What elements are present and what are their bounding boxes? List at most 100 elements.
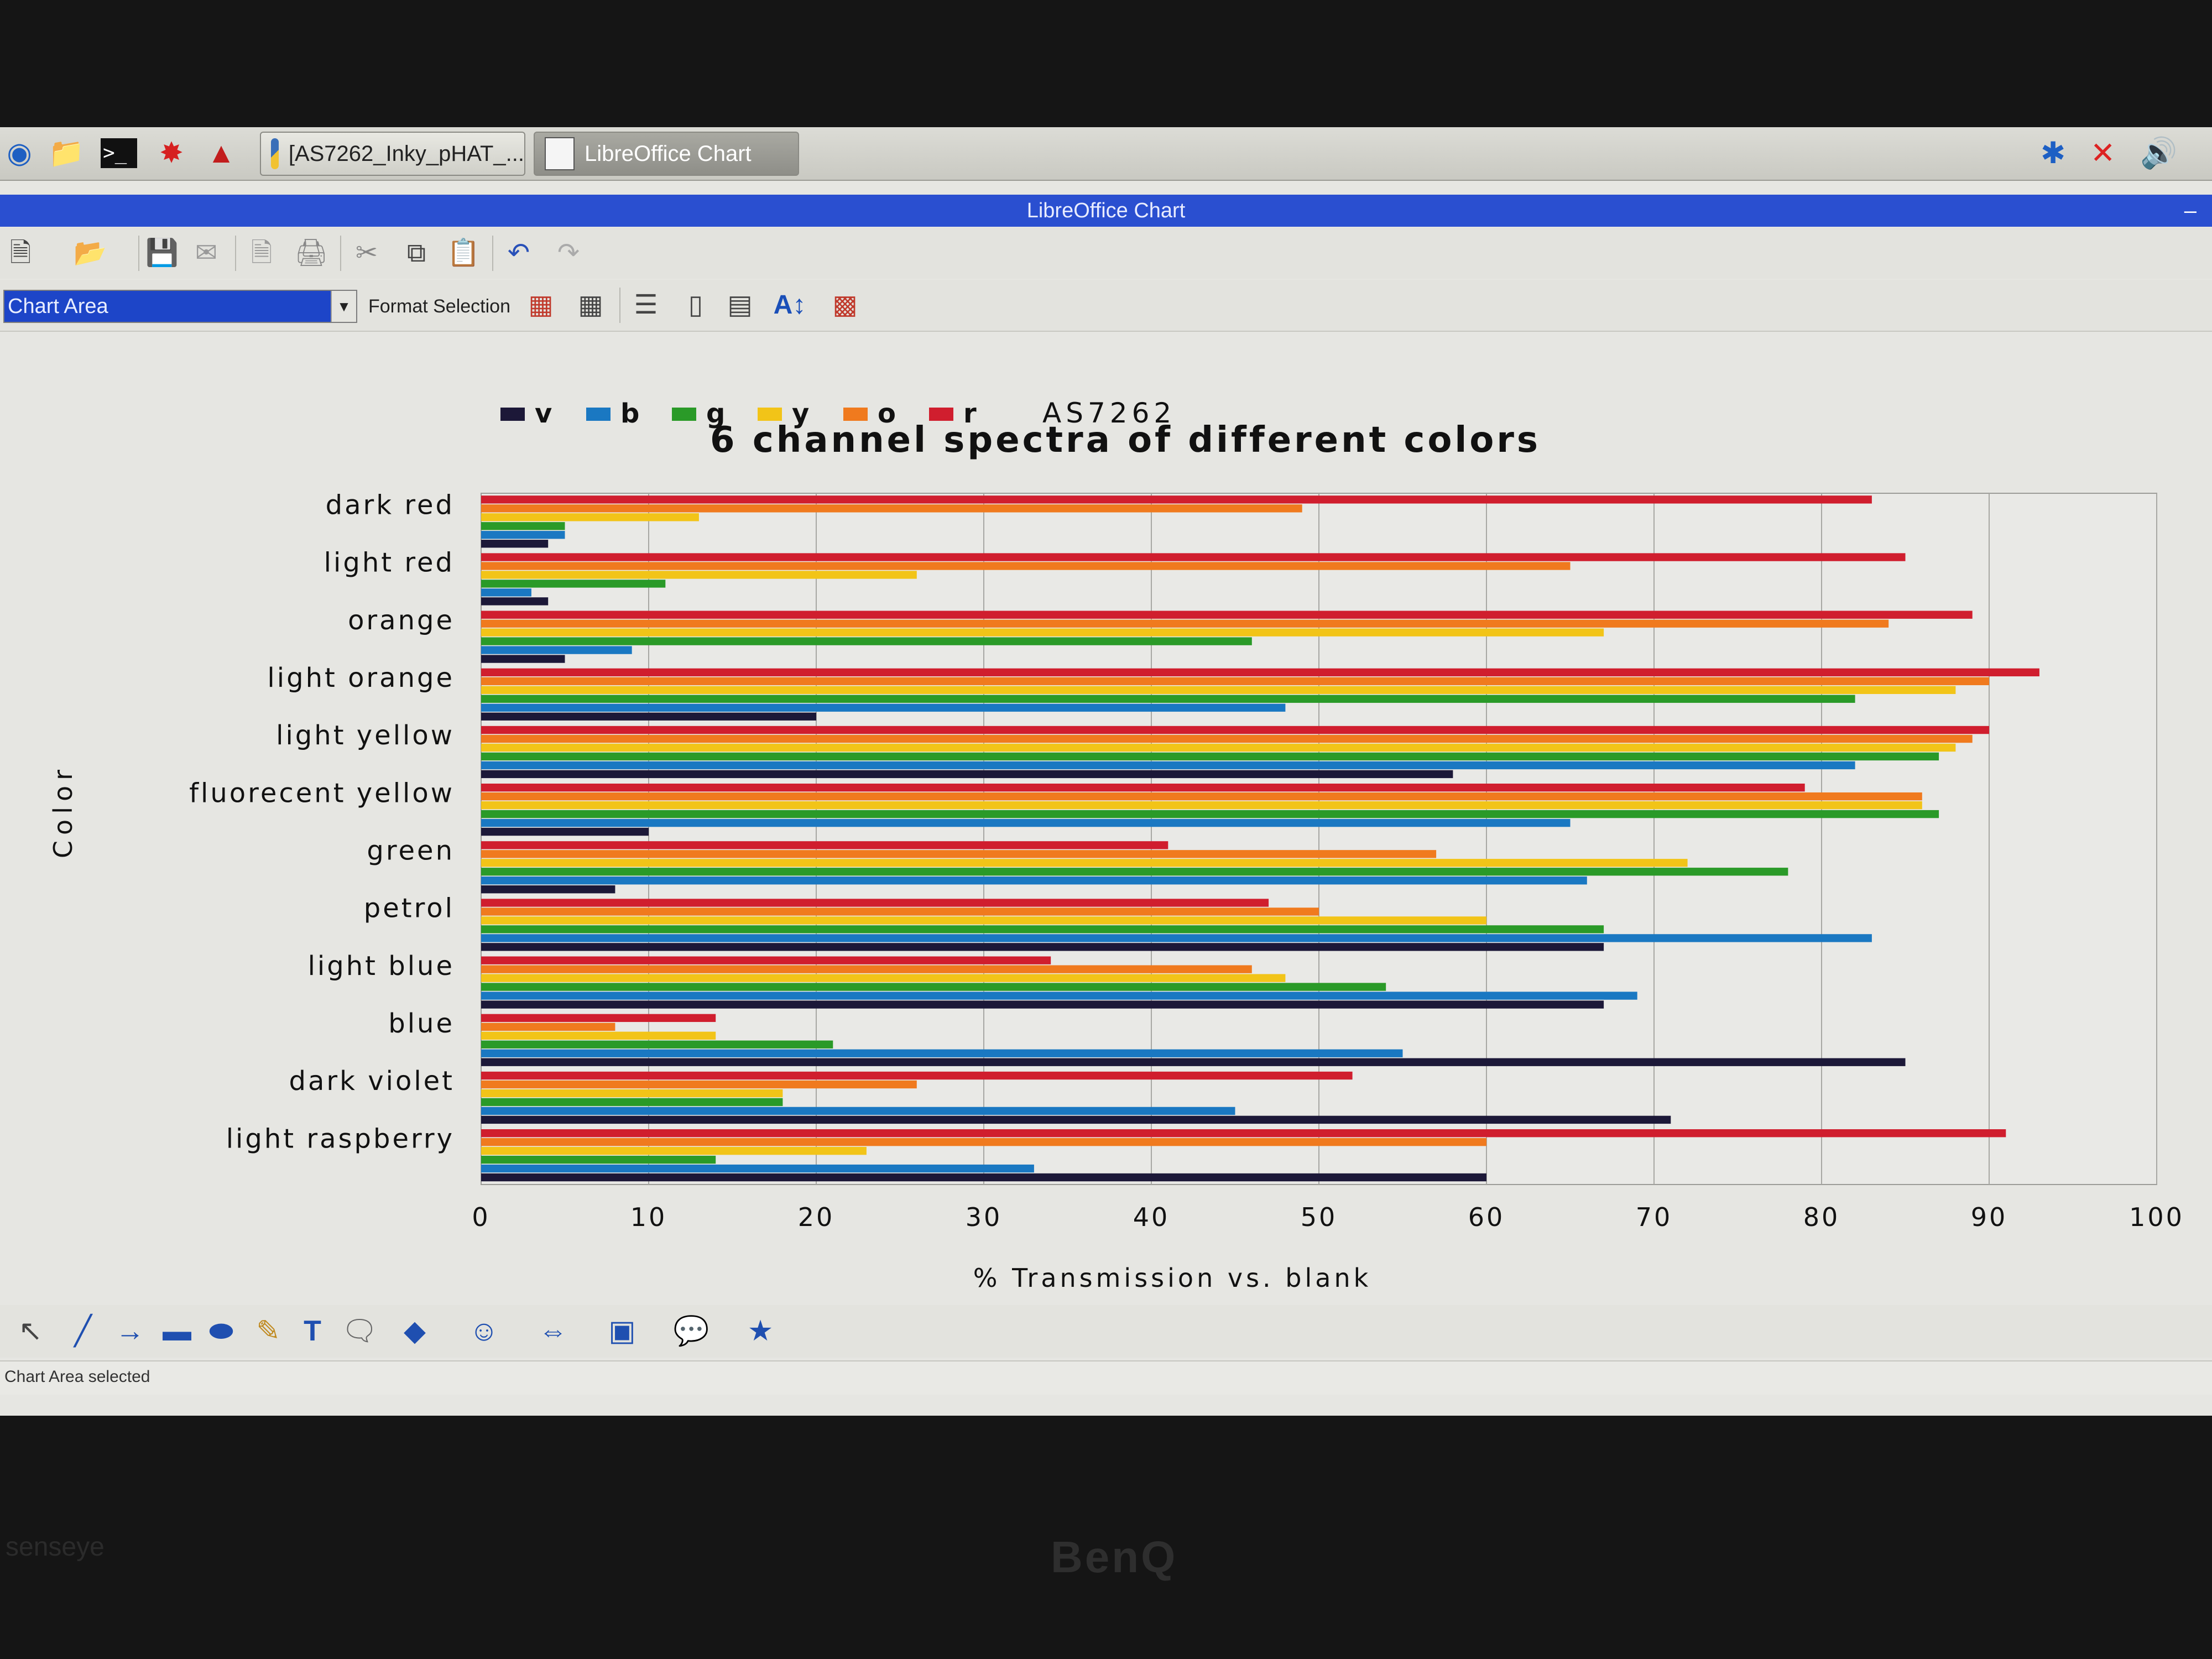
- y-axis-label: Color: [48, 764, 78, 858]
- callouts-icon[interactable]: 💬: [673, 1315, 709, 1347]
- bluetooth-icon[interactable]: ✱: [2041, 137, 2066, 170]
- email-icon[interactable]: ✉: [195, 238, 218, 268]
- bar-r: [481, 495, 1872, 504]
- web-browser-icon[interactable]: ◉: [7, 137, 32, 169]
- bar-g: [481, 580, 666, 588]
- bar-g: [481, 868, 1788, 876]
- bar-o: [481, 504, 1302, 513]
- bar-y: [481, 628, 1604, 637]
- select-pointer-icon[interactable]: ↖: [18, 1315, 43, 1347]
- open-icon[interactable]: 📂: [74, 238, 107, 268]
- window-title-bar: LibreOffice Chart –: [0, 195, 2212, 227]
- bar-g: [481, 695, 1855, 703]
- bar-r: [481, 553, 1906, 561]
- chart-element-selector[interactable]: Chart Area ▼: [3, 290, 357, 323]
- bar-v: [481, 1173, 1486, 1182]
- copy-icon[interactable]: ⧉: [406, 238, 426, 268]
- chart-type-icon[interactable]: ▦: [528, 290, 554, 320]
- terminal-icon[interactable]: >_: [100, 134, 138, 173]
- y-category-label: petrol: [364, 893, 455, 924]
- bar-v: [481, 827, 649, 836]
- standard-toolbar: 🗎 📂 💾 ✉ 🗎 🖨 ✂ ⧉ 📋 ↶ ↷: [0, 228, 2212, 279]
- formatting-toolbar: Chart Area ▼ Format Selection ▦ ▦ ☰ ▯ ▤ …: [0, 280, 2212, 332]
- bar-r: [481, 841, 1168, 849]
- bar-y: [481, 801, 1922, 810]
- bar-v: [481, 540, 549, 548]
- text-tool-icon[interactable]: T: [304, 1315, 321, 1347]
- freeform-tool-icon[interactable]: ✎: [256, 1315, 280, 1347]
- legend-label-r: r: [963, 398, 977, 429]
- bar-g: [481, 1098, 783, 1107]
- chart-area[interactable]: 0 10 20 30 40 50 60 70 80 90 100 dark red light red o…: [0, 333, 2212, 1373]
- bar-y: [481, 571, 917, 579]
- callout-tool-icon[interactable]: 🗨: [341, 1315, 378, 1347]
- bar-v: [481, 1000, 1604, 1009]
- scale-text-icon[interactable]: A↕: [773, 290, 806, 320]
- legend-label-g: g: [706, 398, 725, 429]
- desktop-screen: ◉ 📁 >_ ✸ ▲ [AS7262_Inky_pHAT_... LibreOf…: [0, 127, 2212, 1416]
- minimize-button[interactable]: –: [2184, 199, 2197, 223]
- legend-swatch-o: [843, 408, 868, 421]
- paste-icon[interactable]: 📋: [447, 238, 480, 268]
- new-document-icon[interactable]: 🗎: [9, 238, 32, 268]
- bar-v: [481, 770, 1453, 779]
- y-category-label: dark violet: [289, 1066, 455, 1097]
- bar-g: [481, 1040, 833, 1048]
- bar-g: [481, 810, 1939, 818]
- y-category-label: blue: [388, 1008, 455, 1039]
- line-tool-icon[interactable]: ╱: [74, 1315, 92, 1347]
- arrow-tool-icon[interactable]: →: [116, 1315, 144, 1347]
- chart-title: 6 channel spectra of different colors: [710, 420, 1541, 461]
- data-table-icon[interactable]: ▦: [578, 290, 603, 320]
- bar-b: [481, 818, 1571, 827]
- block-arrows-icon[interactable]: ⇔: [539, 1315, 567, 1347]
- monitor-label: senseye: [6, 1532, 105, 1562]
- basic-shapes-icon[interactable]: ◆: [404, 1315, 426, 1347]
- taskbar: ◉ 📁 >_ ✸ ▲ [AS7262_Inky_pHAT_... LibreOf…: [0, 127, 2212, 181]
- legend-icon[interactable]: ▤: [727, 290, 753, 320]
- bar-r: [481, 899, 1269, 907]
- legend-swatch-b: [586, 408, 611, 421]
- network-disconnected-icon[interactable]: ✕: [2090, 137, 2116, 170]
- x-tick-label: 30: [966, 1202, 1003, 1232]
- x-axis-label: % Transmission vs. blank: [973, 1263, 1372, 1293]
- bar-y: [481, 1146, 867, 1155]
- chevron-down-icon[interactable]: ▼: [331, 291, 356, 322]
- vertical-grids-icon[interactable]: ▯: [688, 290, 703, 320]
- y-category-label: light orange: [267, 662, 455, 693]
- print-icon[interactable]: 🖨: [294, 238, 328, 268]
- symbol-shapes-icon[interactable]: ☺: [469, 1315, 499, 1347]
- y-category-label: dark red: [326, 490, 455, 521]
- wolfram-icon[interactable]: ▲: [207, 137, 236, 169]
- automatic-layout-icon[interactable]: ▩: [832, 290, 858, 320]
- rectangle-tool-icon[interactable]: ▬: [163, 1315, 191, 1347]
- task-button-python-script[interactable]: [AS7262_Inky_pHAT_...: [260, 132, 525, 176]
- math-app-icon[interactable]: ✸: [159, 137, 184, 169]
- bar-g: [481, 637, 1252, 645]
- drawing-toolbar: ↖ ╱ → ▬ ⬬ ✎ T 🗨 ◆ ☺ ⇔ ▣ 💬 ★: [0, 1305, 2212, 1358]
- ellipse-tool-icon[interactable]: ⬬: [208, 1315, 234, 1347]
- status-text: Chart Area selected: [4, 1368, 150, 1386]
- task-button-libreoffice-chart[interactable]: LibreOffice Chart: [534, 132, 799, 176]
- volume-icon[interactable]: 🔊: [2140, 137, 2178, 170]
- bar-o: [481, 850, 1437, 858]
- file-manager-icon[interactable]: 📁: [48, 137, 85, 169]
- x-tick-label: 20: [798, 1202, 835, 1232]
- bar-b: [481, 531, 565, 539]
- bar-y: [481, 743, 1956, 752]
- save-icon[interactable]: 💾: [145, 238, 179, 268]
- bar-g: [481, 983, 1386, 991]
- stars-icon[interactable]: ★: [747, 1315, 774, 1347]
- flowchart-icon[interactable]: ▣: [608, 1315, 636, 1347]
- bar-b: [481, 1107, 1235, 1115]
- format-selection-button[interactable]: Format Selection: [368, 296, 510, 317]
- bar-chart[interactable]: 0 10 20 30 40 50 60 70 80 90 100 dark red light red o…: [0, 333, 2212, 1306]
- horizontal-grids-icon[interactable]: ☰: [634, 290, 658, 320]
- redo-icon[interactable]: ↷: [557, 238, 580, 268]
- undo-icon[interactable]: ↶: [507, 238, 530, 268]
- export-pdf-icon[interactable]: 🗎: [251, 238, 273, 268]
- bar-o: [481, 1138, 1486, 1146]
- bar-v: [481, 597, 549, 606]
- cut-icon[interactable]: ✂: [355, 238, 378, 268]
- bar-r: [481, 668, 2039, 677]
